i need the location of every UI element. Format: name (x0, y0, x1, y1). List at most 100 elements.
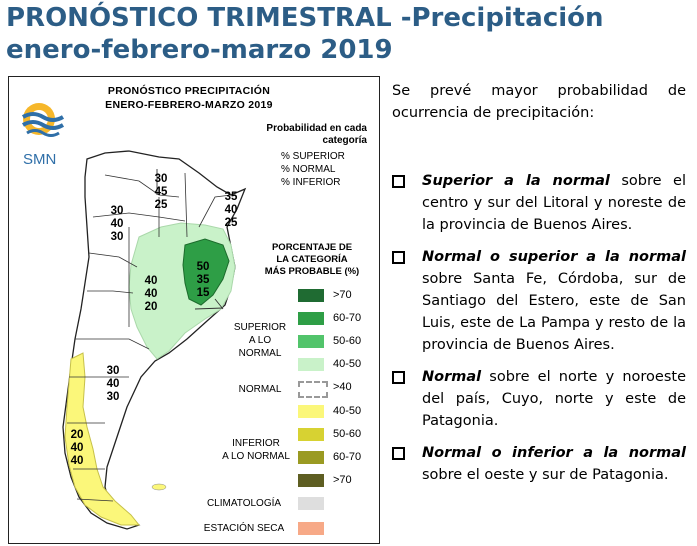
map-value: 40 (144, 288, 158, 300)
legend-swatch (298, 451, 324, 464)
checkbox-square-icon (392, 447, 405, 460)
map-value: 30 (110, 205, 124, 217)
bullet-item: Superior a la normal sobre el centro y s… (392, 170, 686, 236)
legend-value-label: 40-50 (333, 405, 362, 417)
legend-swatch (298, 335, 324, 348)
probability-normal-label: % NORMAL (281, 164, 336, 175)
map-value: 30 (106, 365, 120, 377)
map-value: 50 (196, 261, 210, 273)
legend-value-label: >70 (333, 474, 352, 486)
bullet-item: Normal o superior a la normal sobre Sant… (392, 246, 686, 356)
legend-swatch (298, 522, 324, 535)
legend-swatch (298, 289, 324, 302)
legend-swatch (298, 312, 324, 325)
legend-superior-line-2: A LO NORMAL (238, 335, 282, 359)
map-title-line-2: ENERO-FEBRERO-MARZO 2019 (105, 99, 273, 111)
intro-text: Se prevé mayor probabilidad de ocurrenci… (392, 83, 686, 121)
forecast-description: Se prevé mayor probabilidad de ocurrenci… (392, 80, 686, 496)
legend-inferior-line-2: A LO NORMAL (222, 451, 290, 462)
islands (151, 483, 167, 491)
bullet-bold: Superior a la normal (422, 173, 610, 189)
legend-climatologia-label: CLIMATOLOGÍA (206, 498, 282, 509)
legend-swatch (298, 428, 324, 441)
region-superior-50-60 (182, 238, 230, 306)
map-value: 40 (224, 204, 238, 216)
bullet-item: Normal o inferior a la normal sobre el o… (392, 442, 686, 486)
category-heading-line-3: MÁS PROBABLE (%) (264, 266, 360, 277)
forecast-map-panel: PRONÓSTICO PRECIPITACIÓN ENERO-FEBRERO-M… (8, 76, 380, 544)
map-value-northeast: 35 40 25 (219, 191, 243, 230)
map-value-littoral: 50 35 15 (191, 261, 215, 300)
probability-superior-label: % SUPERIOR (281, 151, 345, 162)
legend-estacion-seca-label: ESTACIÓN SECA (203, 523, 285, 534)
map-value: 15 (196, 287, 210, 299)
map-value: 45 (154, 186, 168, 198)
smn-logo: SMN (19, 95, 69, 168)
legend-swatch (298, 358, 324, 371)
map-value-center: 40 40 20 (139, 275, 163, 314)
probability-heading-line-1: Probabilidad en cada (266, 123, 367, 134)
legend-value-label: 60-70 (333, 451, 362, 463)
map-value: 30 (110, 231, 124, 243)
bullet-rest: sobre Santa Fe, Córdoba, sur de Santiago… (422, 271, 686, 353)
province-borders (67, 172, 232, 502)
category-heading: PORCENTAJE DE LA CATEGORÍA MÁS PROBABLE … (249, 242, 375, 278)
map-value: 20 (70, 429, 84, 441)
map-value: 40 (110, 218, 124, 230)
map-value-north-top: 30 45 25 (149, 173, 173, 212)
page-title-line-1: PRONÓSTICO TRIMESTRAL -Precipitación (6, 3, 604, 33)
bullet-rest: sobre el oeste y sur de Patagonia. (422, 467, 669, 483)
map-value-northwest: 30 40 30 (105, 205, 129, 244)
bullet-bold: Normal o superior a la normal (422, 249, 686, 265)
bullet-item: Normal sobre el norte y noroeste del paí… (392, 366, 686, 432)
map-value: 35 (224, 191, 238, 203)
argentina-map (62, 150, 247, 530)
legend-superior-label: SUPERIOR A LO NORMAL (229, 321, 291, 360)
checkbox-square-icon (392, 371, 405, 384)
legend-value-label: >40 (333, 381, 352, 393)
smn-logo-icon (21, 103, 65, 137)
category-heading-line-2: LA CATEGORÍA (276, 254, 348, 265)
map-title-line-1: PRONÓSTICO PRECIPITACIÓN (107, 85, 271, 97)
legend-swatch (298, 381, 328, 398)
map-value: 25 (224, 217, 238, 229)
bullet-rest: sobre el centro y sur del Litoral y nore… (422, 173, 686, 233)
region-inferior-40-50 (64, 352, 141, 526)
legend-normal-label: NORMAL (238, 384, 282, 395)
map-value: 30 (106, 391, 120, 403)
bullet-bold: Normal o inferior a la normal (422, 445, 686, 461)
map-title: PRONÓSTICO PRECIPITACIÓN ENERO-FEBRERO-M… (89, 84, 289, 112)
legend-swatch (298, 405, 324, 418)
map-value-patagonia-south: 20 40 40 (65, 429, 89, 468)
pointer-lines (156, 169, 224, 310)
legend-inferior-label: INFERIOR A LO NORMAL (221, 437, 291, 463)
map-value: 40 (70, 455, 84, 467)
page-title: PRONÓSTICO TRIMESTRAL -Precipitación ene… (6, 2, 604, 66)
legend-swatch (298, 474, 324, 487)
map-value: 35 (196, 274, 210, 286)
map-value: 25 (154, 199, 168, 211)
map-value: 40 (70, 442, 84, 454)
map-value-patagonia-north: 30 40 30 (101, 365, 125, 404)
legend-value-label: 60-70 (333, 312, 362, 324)
map-value: 30 (154, 173, 168, 185)
map-value: 20 (144, 301, 158, 313)
legend-value-label: 50-60 (333, 335, 362, 347)
legend-superior-line-1: SUPERIOR (233, 322, 287, 333)
page-title-line-2: enero-febrero-marzo 2019 (6, 35, 393, 65)
probability-heading: Probabilidad en cada categoría (235, 123, 367, 147)
probability-heading-line-2: categoría (322, 135, 367, 146)
legend-inferior-line-1: INFERIOR (232, 438, 280, 449)
legend-value-label: 40-50 (333, 358, 362, 370)
logo-label: SMN (23, 151, 57, 168)
bullet-rest: sobre el norte y noroeste del país, Cuyo… (422, 369, 686, 429)
bullet-bold: Normal (422, 369, 482, 385)
legend-value-label: 50-60 (333, 428, 362, 440)
map-value: 40 (144, 275, 158, 287)
map-value: 40 (106, 378, 120, 390)
legend-value-label: >70 (333, 289, 352, 301)
category-heading-line-1: PORCENTAJE DE (271, 242, 353, 253)
legend-swatch (298, 497, 324, 510)
checkbox-square-icon (392, 175, 405, 188)
checkbox-square-icon (392, 251, 405, 264)
